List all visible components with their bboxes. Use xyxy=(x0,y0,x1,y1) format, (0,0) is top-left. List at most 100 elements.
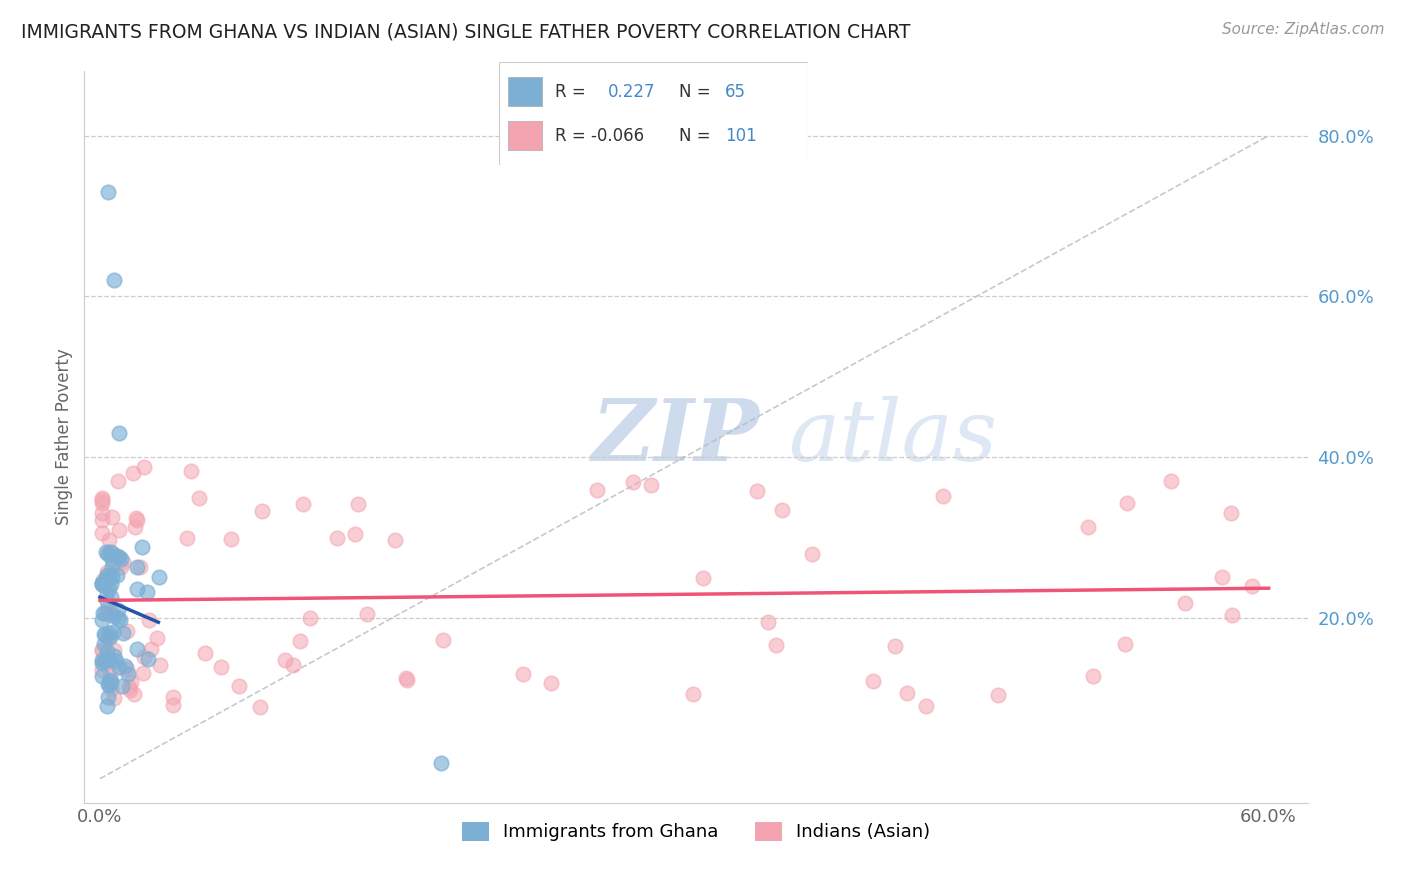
Indians (Asian) xyxy=(1220,608,1243,623)
Indians (Asian) xyxy=(110,560,132,574)
Immigrants from Ghana xyxy=(91,576,114,591)
Immigrants from Ghana xyxy=(108,425,131,440)
Indians (Asian) xyxy=(90,643,112,657)
Indians (Asian) xyxy=(299,611,322,625)
Immigrants from Ghana xyxy=(105,549,128,563)
Immigrants from Ghana xyxy=(97,678,120,692)
Indians (Asian) xyxy=(194,646,217,660)
Indians (Asian) xyxy=(90,492,112,507)
Immigrants from Ghana xyxy=(100,544,122,558)
Immigrants from Ghana xyxy=(103,648,125,663)
Immigrants from Ghana xyxy=(94,571,117,585)
Indians (Asian) xyxy=(122,687,145,701)
Indians (Asian) xyxy=(101,510,124,524)
Indians (Asian) xyxy=(98,668,121,682)
Text: R =: R = xyxy=(555,83,585,101)
Immigrants from Ghana xyxy=(91,607,114,621)
Immigrants from Ghana xyxy=(96,594,118,608)
Immigrants from Ghana xyxy=(94,606,117,620)
Immigrants from Ghana xyxy=(100,590,122,604)
Immigrants from Ghana xyxy=(430,756,453,770)
Indians (Asian) xyxy=(1081,669,1104,683)
Immigrants from Ghana xyxy=(100,675,122,690)
Indians (Asian) xyxy=(90,507,112,521)
Immigrants from Ghana xyxy=(125,582,148,597)
Immigrants from Ghana xyxy=(94,654,117,668)
Indians (Asian) xyxy=(117,662,139,676)
Immigrants from Ghana xyxy=(94,628,117,642)
Indians (Asian) xyxy=(1174,596,1197,610)
Indians (Asian) xyxy=(1114,637,1136,651)
Indians (Asian) xyxy=(98,544,121,558)
Indians (Asian) xyxy=(127,513,149,527)
Indians (Asian) xyxy=(356,607,378,621)
Immigrants from Ghana xyxy=(148,570,170,584)
Immigrants from Ghana xyxy=(108,660,131,674)
Immigrants from Ghana xyxy=(98,630,121,644)
Indians (Asian) xyxy=(290,634,312,648)
Immigrants from Ghana xyxy=(98,673,121,688)
Indians (Asian) xyxy=(249,700,271,714)
Immigrants from Ghana xyxy=(98,653,121,667)
Indians (Asian) xyxy=(91,573,114,587)
Immigrants from Ghana xyxy=(135,585,157,599)
Indians (Asian) xyxy=(91,526,114,541)
Indians (Asian) xyxy=(162,698,184,712)
Immigrants from Ghana xyxy=(131,540,153,554)
Immigrants from Ghana xyxy=(127,560,149,574)
Text: 101: 101 xyxy=(725,127,756,145)
Indians (Asian) xyxy=(122,467,145,481)
Text: 0.227: 0.227 xyxy=(607,83,655,101)
Immigrants from Ghana xyxy=(94,544,117,558)
Indians (Asian) xyxy=(112,555,135,569)
Indians (Asian) xyxy=(139,642,162,657)
Immigrants from Ghana xyxy=(110,679,132,693)
Indians (Asian) xyxy=(915,698,938,713)
Indians (Asian) xyxy=(146,631,169,645)
Immigrants from Ghana xyxy=(97,185,120,199)
Immigrants from Ghana xyxy=(93,627,115,641)
Immigrants from Ghana xyxy=(107,550,129,565)
Indians (Asian) xyxy=(97,607,120,621)
Indians (Asian) xyxy=(176,531,198,545)
Indians (Asian) xyxy=(120,675,142,690)
Indians (Asian) xyxy=(97,629,120,643)
Indians (Asian) xyxy=(1116,496,1139,510)
Indians (Asian) xyxy=(1219,506,1241,520)
Indians (Asian) xyxy=(115,624,138,638)
Immigrants from Ghana xyxy=(90,669,112,683)
Bar xyxy=(509,121,543,151)
Indians (Asian) xyxy=(103,643,125,657)
Immigrants from Ghana xyxy=(93,637,115,651)
Indians (Asian) xyxy=(252,504,274,518)
Immigrants from Ghana xyxy=(98,581,121,595)
Indians (Asian) xyxy=(180,464,202,478)
Immigrants from Ghana xyxy=(104,654,127,668)
Indians (Asian) xyxy=(108,523,131,537)
Immigrants from Ghana xyxy=(114,659,136,673)
Immigrants from Ghana xyxy=(96,568,118,582)
Immigrants from Ghana xyxy=(100,577,122,591)
Indians (Asian) xyxy=(1240,579,1263,593)
Immigrants from Ghana xyxy=(97,690,120,704)
Indians (Asian) xyxy=(97,533,120,547)
Legend: Immigrants from Ghana, Indians (Asian): Immigrants from Ghana, Indians (Asian) xyxy=(454,814,938,848)
Immigrants from Ghana xyxy=(105,568,128,582)
Indians (Asian) xyxy=(932,489,955,503)
Indians (Asian) xyxy=(800,547,823,561)
Indians (Asian) xyxy=(432,632,454,647)
Immigrants from Ghana xyxy=(103,624,125,639)
Indians (Asian) xyxy=(91,663,114,677)
Immigrants from Ghana xyxy=(138,652,160,666)
Indians (Asian) xyxy=(682,687,704,701)
Indians (Asian) xyxy=(149,657,172,672)
Immigrants from Ghana xyxy=(110,552,132,566)
Indians (Asian) xyxy=(745,483,768,498)
Indians (Asian) xyxy=(107,475,129,489)
Indians (Asian) xyxy=(692,571,714,585)
Immigrants from Ghana xyxy=(100,570,122,584)
Indians (Asian) xyxy=(93,655,115,669)
Text: Source: ZipAtlas.com: Source: ZipAtlas.com xyxy=(1222,22,1385,37)
Indians (Asian) xyxy=(124,520,146,534)
Indians (Asian) xyxy=(765,638,787,652)
